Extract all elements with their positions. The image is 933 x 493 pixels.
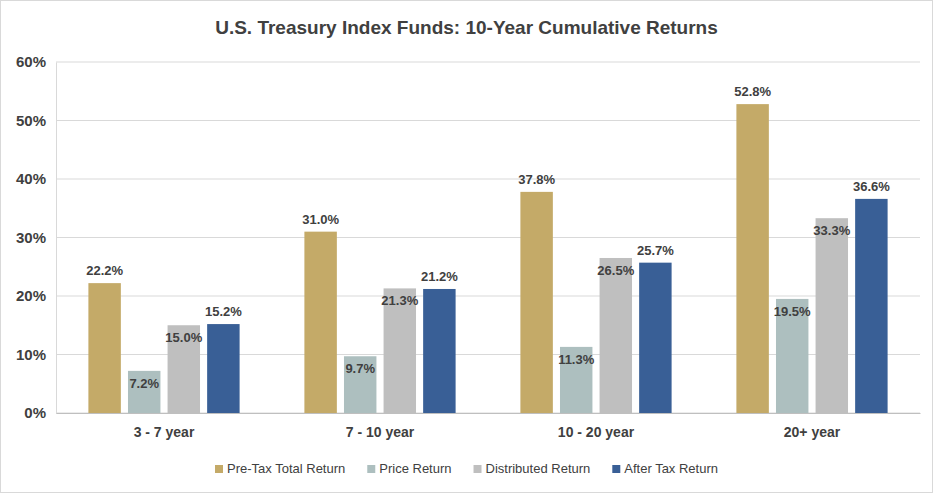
x-tick-label: 20+ year	[784, 424, 841, 440]
legend: Pre-Tax Total Return Price Return Distribu…	[215, 461, 718, 476]
bar-series	[128, 299, 808, 413]
data-label: 7.2%	[129, 376, 159, 391]
legend-item: Pre-Tax Total Return	[215, 461, 345, 476]
y-tick: 40%	[16, 170, 56, 187]
data-label: 31.0%	[302, 212, 339, 227]
x-tick-label: 3 - 7 year	[134, 424, 195, 440]
x-tick: 20+ year	[784, 413, 841, 440]
x-tick: 3 - 7 year	[134, 413, 195, 440]
y-tick-label: 30%	[16, 229, 46, 246]
x-tick-label: 7 - 10 year	[346, 424, 415, 440]
legend-item: After Tax Return	[612, 461, 718, 476]
data-label: 19.5%	[774, 304, 811, 319]
bar-series	[207, 199, 887, 413]
y-tick: 20%	[16, 287, 56, 304]
data-labels: 22.2% 31.0% 37.8% 52.8% 7.2% 9.7% 11.3% 19.5% 15…	[86, 84, 890, 391]
y-tick: 0%	[24, 404, 56, 421]
legend-label: Price Return	[379, 461, 451, 476]
data-label: 21.2%	[421, 269, 458, 284]
y-axis: 0% 10% 20% 30% 40% 50% 60%	[16, 53, 57, 421]
legend-swatch	[215, 465, 223, 473]
data-label: 15.0%	[165, 330, 202, 345]
bar	[207, 324, 239, 413]
grid-line	[56, 62, 920, 63]
bar	[304, 232, 336, 413]
legend-swatch	[474, 465, 482, 473]
data-label: 21.3%	[381, 293, 418, 308]
legend-label: After Tax Return	[624, 461, 718, 476]
bar	[128, 371, 160, 413]
y-tick-label: 0%	[24, 404, 46, 421]
data-label: 52.8%	[734, 84, 771, 99]
chart: U.S. Treasury Index Funds: 10-Year Cumul…	[0, 0, 933, 493]
grid-line	[56, 237, 920, 238]
bar	[88, 283, 120, 413]
grid-line	[56, 179, 920, 180]
data-label: 26.5%	[597, 263, 634, 278]
data-label: 36.6%	[853, 179, 890, 194]
grid	[56, 62, 920, 413]
x-axis-line	[57, 413, 921, 414]
bar	[423, 289, 455, 413]
data-label: 25.7%	[637, 243, 674, 258]
data-label: 37.8%	[518, 172, 555, 187]
bar	[520, 192, 552, 413]
legend-item: Distributed Return	[474, 461, 591, 476]
bar	[600, 258, 632, 413]
legend-swatch	[612, 465, 620, 473]
background	[1, 1, 933, 493]
legend-label: Pre-Tax Total Return	[227, 461, 345, 476]
bar	[736, 104, 768, 413]
y-tick-label: 10%	[16, 346, 46, 363]
y-tick: 10%	[16, 346, 56, 363]
data-label: 33.3%	[813, 223, 850, 238]
bar	[639, 263, 671, 413]
y-tick-label: 50%	[16, 112, 46, 129]
y-tick: 30%	[16, 229, 56, 246]
y-tick-label: 60%	[16, 53, 46, 70]
data-label: 11.3%	[558, 352, 595, 367]
y-tick: 50%	[16, 112, 56, 129]
legend-label: Distributed Return	[486, 461, 591, 476]
legend-swatch	[367, 465, 375, 473]
x-tick-label: 10 - 20 year	[558, 424, 635, 440]
y-tick: 60%	[16, 53, 56, 70]
bar-series	[88, 104, 768, 413]
title: U.S. Treasury Index Funds: 10-Year Cumul…	[215, 17, 718, 38]
bar	[855, 199, 887, 413]
grid-line	[56, 296, 920, 297]
bar-series	[168, 218, 848, 413]
x-axis: 3 - 7 year 7 - 10 year 10 - 20 year 20+ yea…	[57, 413, 921, 440]
x-tick: 7 - 10 year	[346, 413, 415, 440]
data-label: 15.2%	[205, 304, 242, 319]
bar	[816, 218, 848, 413]
legend-item: Price Return	[367, 461, 451, 476]
bar	[344, 356, 376, 413]
bars	[88, 104, 887, 413]
grid-line	[56, 120, 920, 121]
y-axis-line	[56, 63, 57, 414]
y-tick-label: 20%	[16, 287, 46, 304]
data-label: 22.2%	[86, 263, 123, 278]
x-tick: 10 - 20 year	[558, 413, 635, 440]
y-tick-label: 40%	[16, 170, 46, 187]
data-label: 9.7%	[345, 361, 375, 376]
